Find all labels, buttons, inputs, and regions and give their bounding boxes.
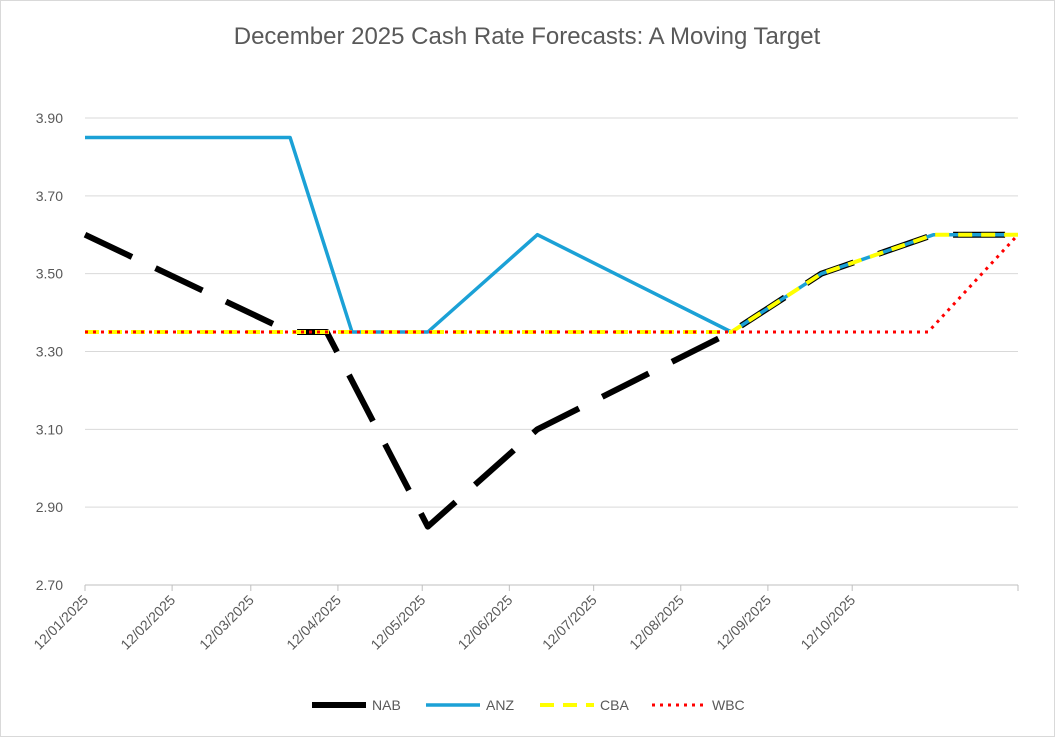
x-tick-label: 12/02/2025	[117, 592, 178, 653]
x-tick-label: 12/03/2025	[196, 592, 257, 653]
legend-label-cba: CBA	[600, 697, 629, 713]
legend-label-wbc: WBC	[712, 697, 745, 713]
x-tick-label: 12/08/2025	[626, 592, 687, 653]
x-tick-label: 12/09/2025	[713, 592, 774, 653]
y-tick-label: 3.10	[36, 421, 63, 437]
x-tick-label: 12/04/2025	[283, 592, 344, 653]
y-tick-label: 2.70	[36, 577, 63, 593]
x-tick-label: 12/01/2025	[30, 592, 91, 653]
series-line-nab	[83, 231, 1018, 530]
y-tick-label: 3.90	[36, 110, 63, 126]
legend-label-nab: NAB	[372, 697, 401, 713]
x-tick-label: 12/06/2025	[455, 592, 516, 653]
x-tick-label: 12/07/2025	[539, 592, 600, 653]
gridlines	[85, 117, 1018, 586]
legend: NAB ANZ CBA WBC	[312, 697, 745, 713]
series-lines	[83, 135, 1020, 530]
legend-label-anz: ANZ	[486, 697, 514, 713]
x-tick-label: 12/05/2025	[367, 592, 428, 653]
y-axis-tick-labels: 3.90 3.70 3.50 3.30 3.10 2.90 2.70	[36, 110, 63, 593]
x-axis: 12/01/2025 12/02/2025 12/03/2025 12/04/2025…	[30, 585, 1019, 653]
series-line-cba	[85, 232, 1018, 334]
series-line-wbc	[85, 233, 1020, 334]
y-tick-label: 3.30	[36, 344, 63, 360]
y-tick-label: 3.70	[36, 188, 63, 204]
series-line-anz	[85, 135, 1018, 334]
y-tick-label: 3.50	[36, 266, 63, 282]
x-tick-label: 12/10/2025	[797, 592, 858, 653]
y-tick-label: 2.90	[36, 499, 63, 515]
chart-title: December 2025 Cash Rate Forecasts: A Mov…	[234, 23, 821, 50]
